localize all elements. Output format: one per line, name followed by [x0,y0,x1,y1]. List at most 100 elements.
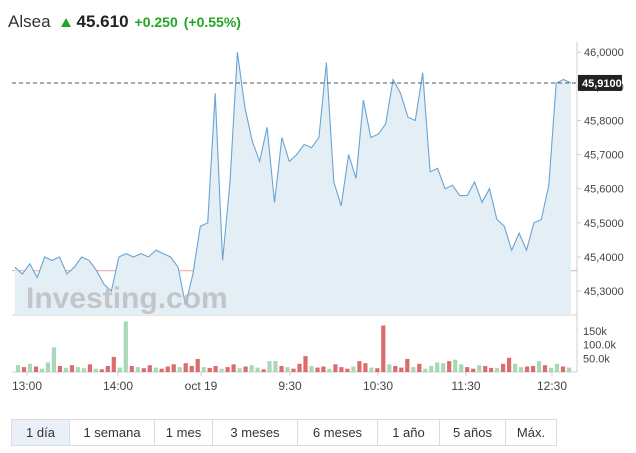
volume-bar [135,367,140,372]
volume-bar [423,368,428,372]
volume-bar [441,363,446,372]
y-tick-label: 45,8000 [584,115,624,127]
range-button-2[interactable]: 1 mes [155,420,213,445]
volume-bar [129,366,134,372]
volume-bar [435,362,440,372]
price-area [15,52,571,315]
volume-bar [507,357,512,372]
volume-bar [548,367,554,372]
volume-bar [483,366,488,372]
volume-bar [279,366,284,372]
volume-tick-label: 100.0k [583,340,617,352]
range-button-6[interactable]: 5 años [440,420,506,445]
y-tick-label: 45,4000 [584,252,624,264]
x-tick-label: oct 19 [185,379,218,393]
volume-bar [501,363,506,372]
range-button-3[interactable]: 3 meses [213,420,298,445]
volume-bar [105,366,110,372]
x-tick-label: 10:30 [363,379,393,393]
volume-bar [339,367,344,372]
volume-bar [291,368,296,372]
up-arrow-icon [60,17,71,27]
volume-bar [477,365,482,372]
last-price: 45.610 [76,12,129,31]
volume-bar [285,367,290,372]
volume-bar [321,366,326,372]
volume-bar [261,369,266,372]
volume-bar [429,366,434,372]
volume-bar [243,366,248,372]
volume-bar [69,365,74,372]
price-chart[interactable]: 46,000045,900045,800045,700045,600045,50… [0,0,636,410]
range-button-5[interactable]: 1 año [378,420,440,445]
volume-bar [327,368,332,372]
instrument-name: Alsea [8,12,51,31]
y-tick-label: 45,5000 [584,218,624,230]
volume-bar [189,366,194,372]
volume-tick-label: 50.0k [583,353,610,365]
volume-bar [87,364,92,372]
volume-bar [560,366,566,372]
volume-bar [99,369,104,372]
volume-bar [537,361,542,372]
volume-bar [159,368,164,372]
volume-bar [351,366,356,372]
range-button-7[interactable]: Máx. [516,425,546,440]
volume-bar [519,367,524,372]
volume-bar [417,363,422,372]
volume-bar [21,367,27,372]
volume-bar [495,368,500,372]
quote-header: Alsea 45.610 +0.250 (+0.55%) [8,10,241,34]
volume-bar [213,366,218,372]
volume-bar [93,368,98,372]
x-tick-label: 12:30 [537,379,567,393]
volume-bar [183,363,188,372]
volume-bar [303,356,308,372]
volume-bar [333,364,338,372]
volume-bar [153,367,158,372]
volume-bar [297,363,302,372]
volume-bar [513,363,518,372]
volume-bar [123,321,128,372]
volume-bar [177,367,182,372]
volume-bar [554,363,560,372]
range-button-4[interactable]: 6 meses [298,420,378,445]
volume-bar [315,367,320,372]
volume-bar [117,367,122,372]
volume-bar [273,361,278,372]
volume-bar [542,365,548,372]
volume-bar [231,364,236,372]
y-tick-label: 45,6000 [584,184,624,196]
volume-bar [57,366,62,372]
volume-bar [255,367,260,372]
x-tick-label: 13:00 [12,379,42,393]
volume-bar [525,366,530,372]
volume-bar [453,359,458,372]
volume-bar [447,361,452,372]
volume-bar [489,367,494,372]
volume-bar [81,368,86,372]
volume-bar [375,368,380,372]
investing-watermark: Investing.com [26,282,228,315]
volume-bar [33,366,39,372]
volume-bar [225,367,230,372]
volume-bar [267,361,272,372]
volume-bar [63,367,68,372]
volume-bar [51,347,56,372]
volume-bar [45,362,50,372]
volume-bar [111,356,116,372]
volume-bar [381,325,386,372]
x-tick-label: 14:00 [103,379,133,393]
price-change-percent: (+0.55%) [183,14,241,30]
x-tick-label: 9:30 [278,379,302,393]
volume-bar [566,367,572,372]
volume-bar [387,364,392,372]
volume-bar [27,363,33,372]
volume-bar [201,367,206,372]
current-price-label-bg [578,74,622,91]
range-button-0[interactable]: 1 día [12,420,70,445]
volume-bar [249,365,254,372]
volume-bar [309,366,314,372]
volume-bar [399,367,404,372]
range-button-1[interactable]: 1 semana [70,420,155,445]
